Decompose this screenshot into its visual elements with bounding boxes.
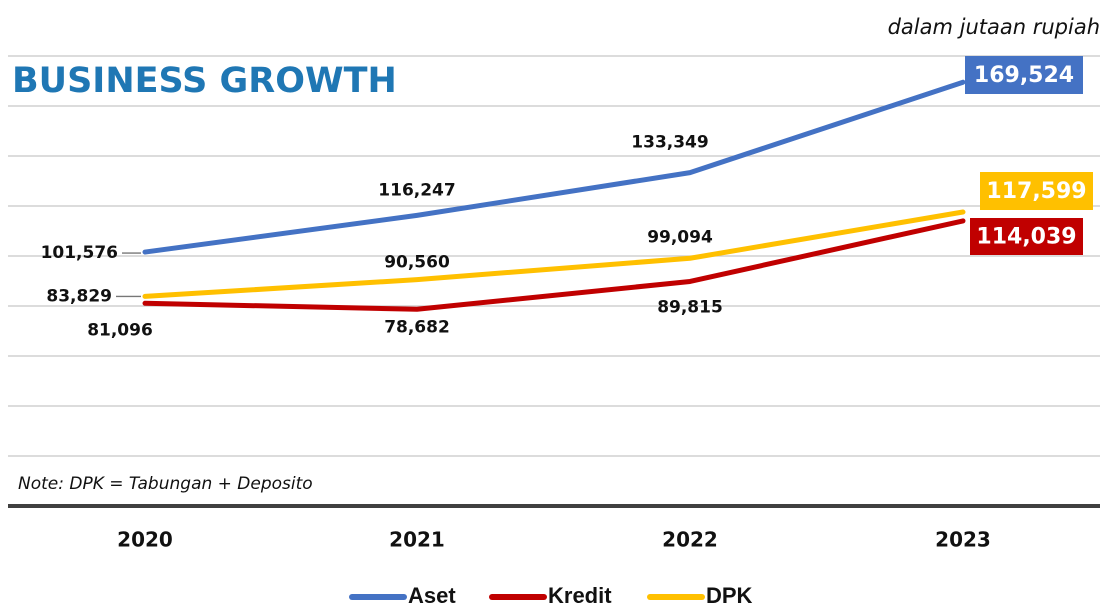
- legend-label: DPK: [706, 583, 753, 608]
- series-line: [142, 209, 966, 299]
- data-label: 114,039: [976, 225, 1076, 250]
- data-label: 83,829: [46, 286, 112, 306]
- chart-title: BUSINESS GROWTH: [12, 61, 397, 101]
- x-tick-label: 2021: [389, 528, 445, 552]
- series-line: [142, 79, 966, 255]
- label-box: [965, 56, 1083, 94]
- series-line: [142, 218, 966, 312]
- label-box: [980, 172, 1093, 210]
- data-label: 169,524: [974, 63, 1074, 88]
- subtitle: dalam jutaan rupiah: [888, 15, 1100, 39]
- data-label: 78,682: [384, 317, 450, 337]
- x-tick-label: 2022: [662, 528, 718, 552]
- data-label: 81,096: [87, 320, 153, 340]
- data-label: 116,247: [378, 180, 455, 200]
- note: Note: DPK = Tabungan + Deposito: [18, 474, 313, 494]
- legend-label: Aset: [408, 583, 456, 608]
- data-label: 133,349: [631, 133, 708, 153]
- data-label: 89,815: [657, 297, 723, 317]
- data-label: 101,576: [41, 243, 118, 263]
- data-label: 99,094: [647, 227, 713, 247]
- legend-label: Kredit: [548, 583, 612, 608]
- data-label: 90,560: [384, 253, 450, 273]
- data-label: 117,599: [986, 179, 1086, 204]
- x-tick-label: 2023: [935, 528, 991, 552]
- x-tick-label: 2020: [117, 528, 173, 552]
- label-box: [970, 218, 1083, 255]
